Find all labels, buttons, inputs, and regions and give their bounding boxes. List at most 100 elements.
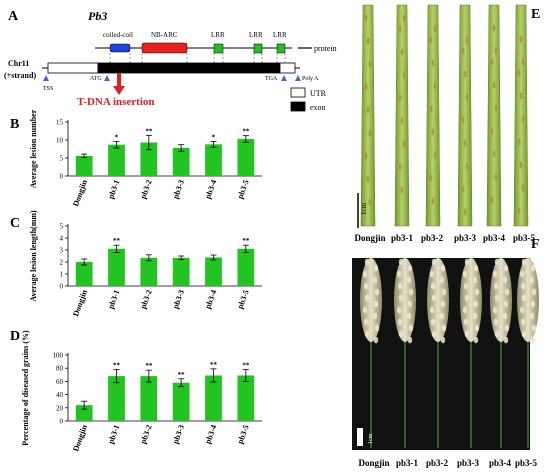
grain: [494, 258, 500, 266]
x-tick-label: pb3-5: [236, 179, 251, 200]
x-tick-label: pb3-2: [139, 424, 154, 445]
bar-pb3-4: [205, 144, 222, 176]
grain: [441, 288, 447, 296]
x-tick-label: pb3-5: [236, 289, 251, 310]
panel-a: A Pb3 coiled-coil NB-ARC LRR LRR LRR pro…: [4, 9, 337, 112]
grain: [364, 258, 370, 266]
grain: [440, 264, 446, 272]
grain: [474, 288, 480, 296]
panicle-label: pb3-1: [396, 458, 419, 468]
grain: [530, 264, 536, 272]
x-tick-label: pb3-4: [203, 289, 218, 310]
lesion-spot: [492, 24, 496, 32]
insertion-arrow: [113, 73, 125, 95]
atg-marker: [104, 75, 110, 81]
lesion-spot: [521, 115, 525, 123]
lesion-spot: [364, 83, 368, 91]
y-axis-label: Average lesion length(mm): [29, 210, 38, 302]
domain-label-lrr-2: LRR: [249, 31, 263, 39]
grain: [374, 288, 380, 296]
x-tick-label: pb3-3: [171, 424, 186, 445]
grain: [492, 270, 498, 278]
grain: [521, 294, 527, 302]
panicle-labels: Dongjin pb3-1 pb3-2 pb3-3 pb3-4 pb3-5: [358, 458, 537, 468]
lesion-spot: [521, 58, 525, 66]
lesion-spot: [465, 36, 469, 44]
protein-label: protein: [314, 44, 337, 53]
y-tick-label: 0: [60, 173, 64, 181]
leaf-strip: [360, 4, 376, 227]
grain: [398, 294, 404, 302]
grain: [521, 330, 527, 338]
lesion-spot: [364, 14, 368, 22]
y-tick-label: 15: [56, 119, 64, 127]
y-tick-label: 60: [56, 378, 64, 386]
legend-utr-label: UTR: [310, 89, 327, 98]
lesion-spot: [398, 94, 402, 102]
leaf-labels: Dongjin pb3-1 pb3-2 pb3-3 pb3-4 pb3-5: [354, 233, 535, 243]
y-tick-label: 5: [60, 155, 64, 163]
lesion-spot: [490, 196, 494, 204]
grain: [373, 300, 379, 308]
y-tick-label: 3: [60, 247, 64, 255]
bar-pb3-5: [237, 375, 255, 421]
legend-exon-label: exon: [310, 103, 326, 112]
grain: [530, 300, 536, 308]
significance-mark: *: [115, 133, 119, 141]
significance-mark: **: [145, 362, 153, 370]
grain: [373, 336, 379, 344]
bar-pb3-5: [237, 248, 255, 286]
panicle-label: pb3-3: [457, 458, 480, 468]
lesion-spot: [517, 69, 521, 77]
x-tick-label: pb3-4: [203, 424, 218, 445]
grain: [493, 318, 499, 326]
grain: [397, 282, 403, 290]
grain: [473, 336, 479, 344]
bar-pb3-4: [205, 257, 222, 286]
lesion-spot: [402, 71, 406, 79]
grain: [364, 294, 370, 302]
leaf-photo-background: [352, 5, 530, 230]
grain: [439, 276, 445, 284]
panel-label-e: E: [531, 7, 540, 22]
grain: [398, 330, 404, 338]
grain: [396, 306, 402, 314]
grain: [464, 294, 470, 302]
lesion-spot: [429, 36, 433, 44]
gene-name: Pb3: [88, 9, 107, 23]
lesion-spot: [494, 47, 498, 55]
lesion-spot: [402, 14, 406, 22]
grain: [473, 264, 479, 272]
bar-pb3-2: [140, 376, 158, 421]
grain: [362, 270, 368, 278]
grain: [408, 288, 414, 296]
grain: [519, 306, 525, 314]
grain: [429, 306, 435, 314]
strand-label: (+strand): [4, 71, 36, 80]
lesion-spot: [433, 25, 437, 33]
leaf-label: pb3-3: [454, 233, 477, 243]
grain: [407, 300, 413, 308]
bar-pb3-3: [172, 382, 190, 421]
lesion-spot: [431, 128, 435, 136]
panicle-label: pb3-4: [489, 458, 512, 468]
y-tick-label: 10: [56, 137, 64, 145]
grain: [363, 282, 369, 290]
lesion-spot: [494, 173, 498, 181]
grain: [472, 312, 478, 320]
domain-lrr-3: [276, 43, 286, 54]
grain: [502, 276, 508, 284]
domain-lrr-1: [213, 43, 224, 54]
lesion-spot: [431, 197, 435, 205]
insertion-label: T-DNA insertion: [77, 96, 155, 108]
grain: [363, 318, 369, 326]
grain: [520, 318, 526, 326]
lesion-spot: [366, 37, 370, 45]
lesion-spot: [431, 59, 435, 67]
grain: [372, 276, 378, 284]
y-tick-label: 2: [60, 259, 64, 267]
grain: [406, 312, 412, 320]
grain: [374, 324, 380, 332]
significance-mark: *: [212, 133, 216, 141]
bar-pb3-3: [172, 257, 190, 286]
